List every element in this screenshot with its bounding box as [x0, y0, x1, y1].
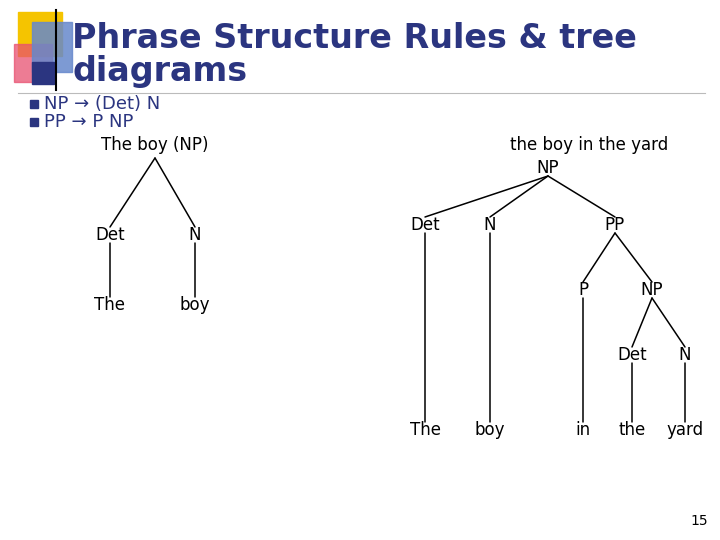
- Text: NP: NP: [641, 281, 663, 299]
- Text: N: N: [484, 216, 496, 234]
- Text: Det: Det: [95, 226, 125, 244]
- Text: 15: 15: [690, 514, 708, 528]
- Text: diagrams: diagrams: [72, 55, 247, 88]
- Bar: [30, 100, 38, 108]
- Text: Phrase Structure Rules & tree: Phrase Structure Rules & tree: [72, 22, 637, 55]
- Bar: [32, 62, 54, 84]
- Text: Det: Det: [410, 216, 440, 234]
- Text: The: The: [410, 421, 441, 439]
- Bar: [32, 22, 72, 72]
- Bar: [18, 12, 62, 56]
- Text: The boy (NP): The boy (NP): [102, 136, 209, 154]
- Text: NP: NP: [536, 159, 559, 177]
- Text: the boy in the yard: the boy in the yard: [510, 136, 668, 154]
- Text: boy: boy: [180, 296, 210, 314]
- Text: N: N: [189, 226, 202, 244]
- Text: in: in: [575, 421, 590, 439]
- Text: P: P: [578, 281, 588, 299]
- Text: The: The: [94, 296, 125, 314]
- Text: yard: yard: [667, 421, 703, 439]
- Text: the: the: [618, 421, 646, 439]
- Bar: [14, 44, 52, 82]
- Bar: [30, 118, 38, 126]
- Text: NP → (Det) N: NP → (Det) N: [44, 95, 161, 113]
- Text: PP → P NP: PP → P NP: [44, 113, 133, 131]
- Text: PP: PP: [605, 216, 625, 234]
- Text: N: N: [679, 346, 691, 364]
- Text: Det: Det: [617, 346, 647, 364]
- Text: boy: boy: [474, 421, 505, 439]
